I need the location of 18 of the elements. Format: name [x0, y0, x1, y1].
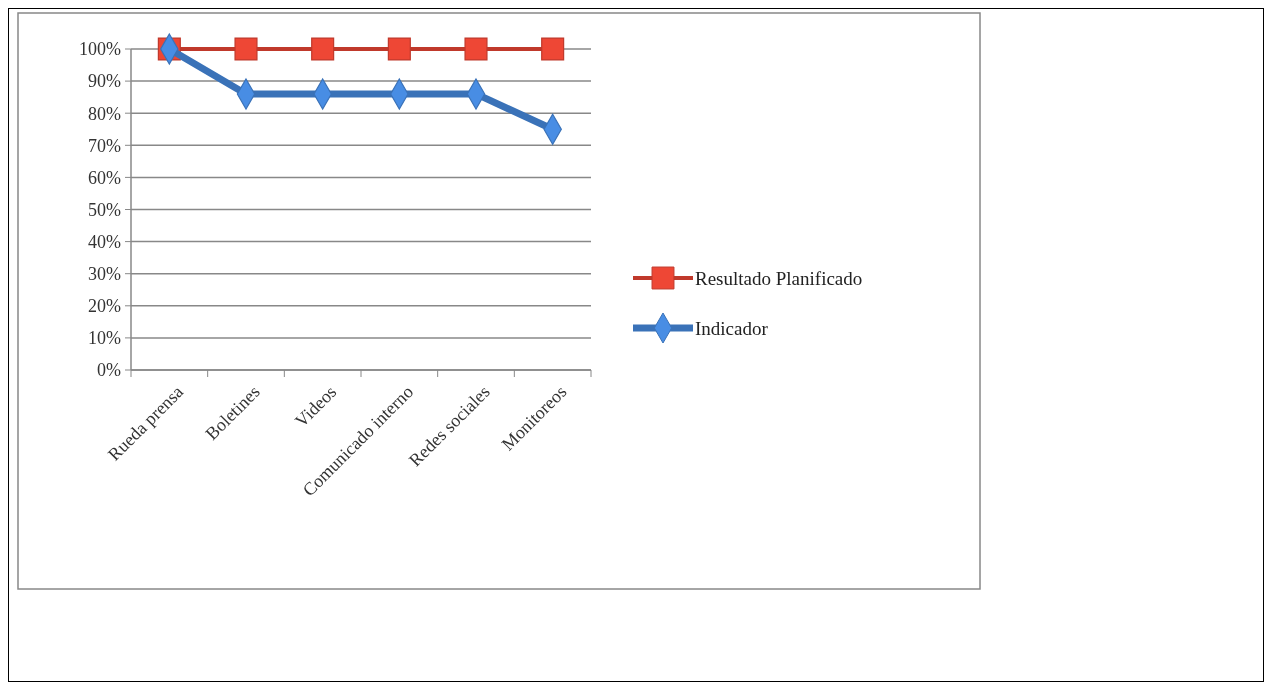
y-tick-label: 0% — [97, 360, 121, 381]
point — [464, 37, 488, 61]
legend-label: Indicador — [695, 317, 769, 339]
y-tick-label: 60% — [88, 167, 121, 188]
y-tick-label: 10% — [88, 328, 121, 349]
y-tick-label: 80% — [88, 103, 121, 124]
y-tick-label: 100% — [79, 39, 121, 60]
point — [234, 37, 258, 61]
y-tick-label: 30% — [88, 264, 121, 284]
legend-label: Resultado Planificado — [695, 267, 863, 289]
point — [311, 37, 335, 61]
y-tick-label: 40% — [88, 231, 121, 252]
y-tick-label: 70% — [88, 135, 121, 156]
point — [541, 37, 565, 61]
point — [387, 37, 411, 61]
y-tick-label: 50% — [88, 199, 121, 220]
y-tick-label: 90% — [88, 71, 121, 92]
y-tick-label: 20% — [88, 296, 121, 317]
